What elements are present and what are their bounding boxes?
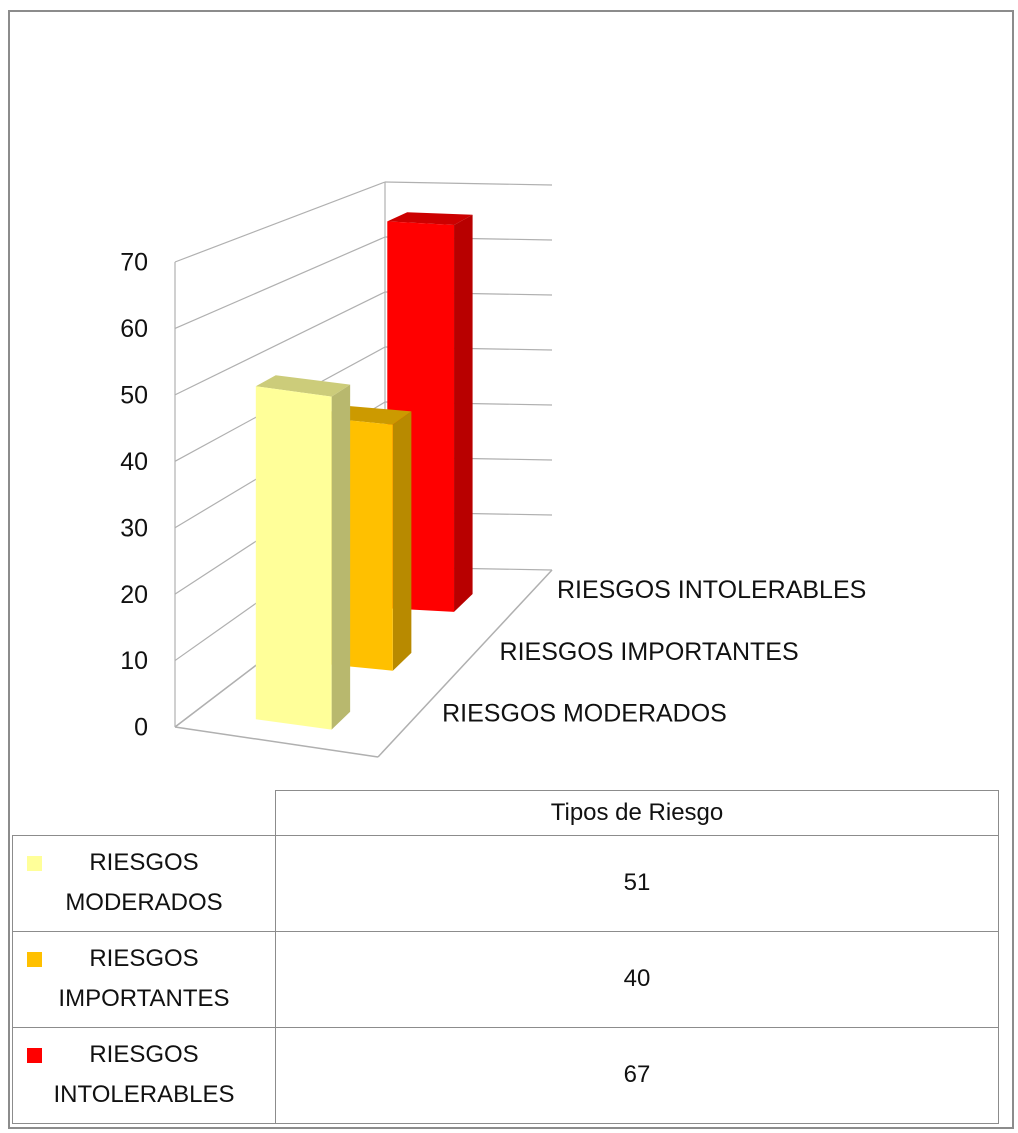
chart-border: [8, 10, 1014, 1129]
bar: [255, 386, 332, 730]
legend-swatch: [27, 951, 42, 967]
y-tick-label: 70: [120, 249, 148, 277]
floor-edge: [174, 726, 379, 758]
y-tick-label: 40: [120, 448, 148, 476]
table-value: 51: [275, 834, 999, 932]
grid-line: [174, 181, 386, 263]
depth-axis-label: RIESGOS IMPORTANTES: [500, 638, 799, 666]
floor-edge: [377, 569, 553, 758]
y-tick-label: 60: [120, 315, 148, 343]
table-value: 67: [275, 1026, 999, 1124]
grid-line: [174, 236, 386, 329]
y-tick-label: 10: [120, 647, 148, 675]
legend-swatch: [27, 1047, 42, 1063]
table-row: RIESGOS IMPORTANTES 40: [12, 930, 999, 1028]
legend-label: RIESGOS IMPORTANTES: [58, 945, 230, 1012]
table-header: Tipos de Riesgo: [275, 790, 999, 836]
chart: 0 10 20 30 40 50 60 70 RIESGOS MODERADOS RIESGOS …: [120, 181, 866, 758]
empty-cell: [13, 791, 276, 836]
bar-top: [387, 212, 473, 225]
bar-side: [392, 411, 412, 671]
table-row: RIESGOS MODERADOS 51: [12, 834, 999, 932]
bar-top: [255, 375, 351, 397]
y-tick-label: 20: [120, 581, 148, 609]
table-row: RIESGOS INTOLERABLES 67: [12, 1026, 999, 1124]
depth-axis-label: RIESGOS MODERADOS: [442, 700, 727, 728]
y-tick-label: 0: [134, 714, 148, 742]
grid-line: [174, 291, 386, 396]
legend-cell: RIESGOS INTOLERABLES: [12, 1026, 276, 1124]
depth-axis-label: RIESGOS INTOLERABLES: [557, 576, 866, 604]
legend-swatch: [27, 855, 42, 871]
legend-cell: RIESGOS MODERADOS: [12, 834, 276, 932]
bar-side: [331, 384, 351, 730]
table-value: 40: [275, 930, 999, 1028]
legend-label: RIESGOS INTOLERABLES: [53, 1041, 235, 1108]
legend-label: RIESGOS MODERADOS: [65, 849, 223, 916]
legend-cell: RIESGOS IMPORTANTES: [12, 930, 276, 1028]
grid-line: [384, 181, 553, 186]
y-tick-label: 30: [120, 514, 148, 542]
table-header-row: Tipos de Riesgo: [13, 790, 999, 836]
y-tick-label: 50: [120, 381, 148, 409]
data-table: Tipos de Riesgo RIESGOS MODERADOS 51 RIESG…: [12, 790, 999, 1124]
bar-side: [454, 214, 473, 612]
